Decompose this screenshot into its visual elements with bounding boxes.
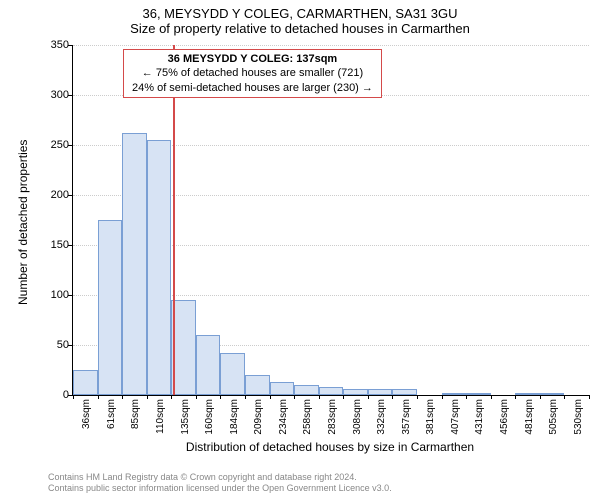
histogram-bar — [196, 335, 221, 395]
x-tick-label: 431sqm — [474, 399, 485, 439]
y-tick-label: 150 — [39, 239, 69, 251]
x-tick-label: 530sqm — [573, 399, 584, 439]
x-tick — [589, 395, 590, 399]
x-axis-title: Distribution of detached houses by size … — [72, 440, 588, 454]
y-tick-label: 100 — [39, 289, 69, 301]
y-tick-label: 50 — [39, 339, 69, 351]
x-tick — [368, 395, 369, 399]
x-tick-label: 85sqm — [130, 399, 141, 439]
histogram-bar — [442, 393, 467, 395]
x-tick-label: 110sqm — [155, 399, 166, 439]
x-tick — [515, 395, 516, 399]
info-box-line1: 36 MEYSYDD Y COLEG: 137sqm — [132, 52, 373, 66]
x-tick-label: 283sqm — [327, 399, 338, 439]
y-axis-title: Number of detached properties — [16, 140, 30, 305]
x-tick-label: 381sqm — [425, 399, 436, 439]
histogram-bar — [122, 133, 147, 395]
histogram-bar — [319, 387, 344, 395]
x-tick — [147, 395, 148, 399]
x-tick — [98, 395, 99, 399]
histogram-bar — [73, 370, 98, 395]
x-tick-label: 209sqm — [253, 399, 264, 439]
x-tick-label: 456sqm — [499, 399, 510, 439]
y-tick-label: 350 — [39, 39, 69, 51]
histogram-chart: 05010015020025030035036sqm61sqm85sqm110s… — [48, 45, 588, 425]
histogram-bar — [540, 393, 565, 395]
x-tick — [220, 395, 221, 399]
footer-line2: Contains public sector information licen… — [48, 483, 392, 494]
y-tick-label: 250 — [39, 139, 69, 151]
x-tick-label: 160sqm — [204, 399, 215, 439]
x-tick-label: 407sqm — [450, 399, 461, 439]
x-tick-label: 505sqm — [548, 399, 559, 439]
x-tick-label: 332sqm — [376, 399, 387, 439]
x-tick — [73, 395, 74, 399]
footer-line1: Contains HM Land Registry data © Crown c… — [48, 472, 392, 483]
y-tick-label: 300 — [39, 89, 69, 101]
x-tick — [171, 395, 172, 399]
x-tick — [122, 395, 123, 399]
histogram-bar — [368, 389, 393, 395]
x-tick-label: 357sqm — [401, 399, 412, 439]
x-tick-label: 308sqm — [352, 399, 363, 439]
gridline — [73, 45, 589, 46]
histogram-bar — [515, 393, 540, 395]
info-box-line2: ← 75% of detached houses are smaller (72… — [132, 66, 373, 80]
x-tick — [540, 395, 541, 399]
histogram-bar — [245, 375, 270, 395]
x-tick — [270, 395, 271, 399]
x-tick-label: 61sqm — [106, 399, 117, 439]
x-tick — [564, 395, 565, 399]
histogram-bar — [220, 353, 245, 395]
x-tick-label: 234sqm — [278, 399, 289, 439]
page-title-subtitle: Size of property relative to detached ho… — [0, 21, 600, 36]
x-tick — [392, 395, 393, 399]
x-tick-label: 36sqm — [81, 399, 92, 439]
x-tick-label: 258sqm — [302, 399, 313, 439]
x-tick-label: 135sqm — [180, 399, 191, 439]
plot-area: 05010015020025030035036sqm61sqm85sqm110s… — [72, 45, 589, 396]
x-tick — [245, 395, 246, 399]
x-tick — [343, 395, 344, 399]
x-tick-label: 184sqm — [229, 399, 240, 439]
histogram-bar — [392, 389, 417, 395]
x-tick — [491, 395, 492, 399]
histogram-bar — [98, 220, 123, 395]
x-tick — [294, 395, 295, 399]
histogram-bar — [270, 382, 295, 395]
info-box-line3: 24% of semi-detached houses are larger (… — [132, 81, 373, 95]
histogram-bar — [147, 140, 172, 395]
histogram-bar — [294, 385, 319, 395]
page-title-address: 36, MEYSYDD Y COLEG, CARMARTHEN, SA31 3G… — [0, 6, 600, 21]
info-box: 36 MEYSYDD Y COLEG: 137sqm ← 75% of deta… — [123, 49, 382, 98]
x-tick — [442, 395, 443, 399]
histogram-bar — [343, 389, 368, 395]
x-tick-label: 481sqm — [524, 399, 535, 439]
x-tick — [466, 395, 467, 399]
x-tick — [196, 395, 197, 399]
y-tick-label: 0 — [39, 389, 69, 401]
x-tick — [319, 395, 320, 399]
histogram-bar — [466, 393, 491, 395]
y-tick-label: 200 — [39, 189, 69, 201]
footer-attribution: Contains HM Land Registry data © Crown c… — [48, 472, 392, 494]
x-tick — [417, 395, 418, 399]
